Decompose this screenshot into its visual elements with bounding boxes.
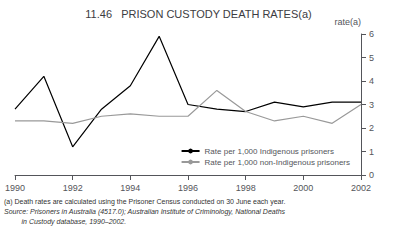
svg-text:1996: 1996 <box>178 183 198 193</box>
svg-text:2002: 2002 <box>351 183 371 193</box>
svg-text:Rate per 1,000 non-Indigenous: Rate per 1,000 non-Indigenous prisoners <box>205 158 350 167</box>
svg-text:(a) Death rates are calculated: (a) Death rates are calculated using the… <box>4 198 285 206</box>
svg-text:in Custody database, 1990–2002: in Custody database, 1990–2002. <box>4 218 126 226</box>
svg-text:2000: 2000 <box>293 183 313 193</box>
svg-text:rate(a): rate(a) <box>334 17 361 27</box>
svg-text:1: 1 <box>369 147 374 157</box>
svg-text:1998: 1998 <box>236 183 256 193</box>
svg-text:3: 3 <box>369 100 374 110</box>
svg-text:6: 6 <box>369 29 374 39</box>
svg-text:1992: 1992 <box>63 183 83 193</box>
svg-text:4: 4 <box>369 76 374 86</box>
svg-text:2: 2 <box>369 123 374 133</box>
svg-text:1990: 1990 <box>5 183 25 193</box>
svg-text:0: 0 <box>369 170 374 180</box>
svg-text:5: 5 <box>369 53 374 63</box>
svg-text:Rate per 1,000 Indigenous pris: Rate per 1,000 Indigenous prisoners <box>205 147 334 156</box>
svg-text:Source: Prisoners in Australia: Source: Prisoners in Australia (4517.0);… <box>4 208 286 216</box>
svg-text:11.46 PRISON CUSTODY DEATH R: 11.46 PRISON CUSTODY DEATH RATES(a) <box>85 8 311 20</box>
svg-text:1994: 1994 <box>120 183 140 193</box>
